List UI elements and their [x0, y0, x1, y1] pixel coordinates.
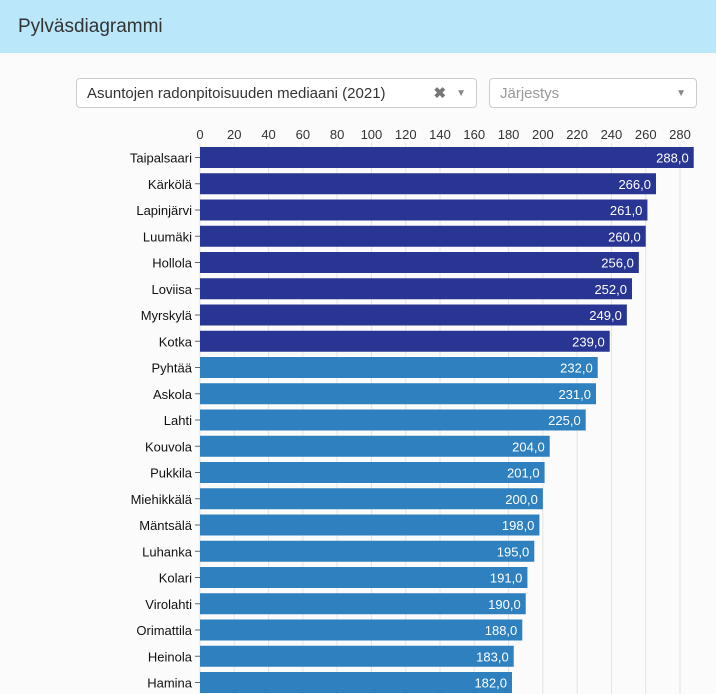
bar	[200, 645, 514, 667]
variable-select[interactable]: Asuntojen radonpitoisuuden mediaani (202…	[76, 78, 477, 108]
bar	[200, 357, 598, 378]
chevron-down-icon[interactable]: ▼	[456, 87, 466, 99]
x-tick-label: 160	[463, 127, 485, 142]
bar	[200, 278, 632, 300]
category-label: Kouvola	[145, 439, 193, 454]
page-header: Pylväsdiagrammi	[0, 0, 716, 53]
value-label: 183,0	[476, 649, 509, 664]
category-label: Pukkila	[150, 466, 193, 481]
value-label: 239,0	[572, 334, 605, 349]
bar	[200, 435, 550, 457]
value-label: 200,0	[505, 492, 538, 507]
value-label: 256,0	[601, 256, 634, 271]
bar	[200, 252, 639, 273]
category-label: Lahti	[164, 413, 192, 428]
x-tick-label: 260	[635, 127, 657, 142]
bar	[200, 567, 528, 588]
x-tick-label: 100	[361, 127, 383, 142]
x-tick-label: 280	[669, 127, 691, 142]
page-title: Pylväsdiagrammi	[18, 15, 163, 37]
x-tick-label: 20	[227, 127, 241, 142]
bar	[200, 330, 610, 352]
category-label: Virolahti	[145, 597, 192, 612]
bar	[200, 304, 627, 326]
chevron-down-icon[interactable]: ▼	[676, 87, 686, 99]
category-label: Askola	[153, 387, 193, 402]
category-label: Loviisa	[152, 282, 193, 297]
category-label: Lapinjärvi	[136, 203, 192, 218]
value-label: 266,0	[618, 177, 651, 192]
value-label: 225,0	[548, 413, 581, 428]
category-label: Hollola	[152, 256, 193, 271]
category-label: Myrskylä	[141, 308, 193, 323]
order-select[interactable]: Järjestys ▼	[489, 78, 697, 108]
value-label: 249,0	[589, 308, 622, 323]
bar	[200, 514, 540, 536]
value-label: 201,0	[507, 466, 540, 481]
category-label: Pyhtää	[152, 361, 193, 376]
x-tick-label: 0	[196, 127, 203, 142]
value-label: 232,0	[560, 361, 593, 376]
bar	[200, 462, 545, 483]
value-label: 182,0	[474, 676, 507, 691]
bar	[200, 173, 656, 195]
category-label: Kotka	[159, 334, 193, 349]
x-tick-label: 200	[532, 127, 554, 142]
bar	[200, 225, 646, 247]
bar	[200, 488, 543, 510]
bar	[200, 593, 526, 615]
category-label: Luumäki	[143, 229, 192, 244]
x-tick-label: 140	[429, 127, 451, 142]
close-icon[interactable]: ✖	[433, 85, 447, 102]
bar-chart: 0 20 40 60 80 100 120 140 160 180 200 220 240 260 280 T…	[130, 127, 694, 694]
value-label: 195,0	[497, 544, 530, 559]
x-tick-label: 80	[330, 127, 344, 142]
category-label: Luhanka	[142, 544, 193, 559]
x-tick-label: 180	[498, 127, 520, 142]
category-label: Orimattila	[136, 623, 192, 638]
bar	[200, 540, 535, 562]
variable-select-value: Asuntojen radonpitoisuuden mediaani (202…	[87, 84, 386, 102]
bar	[200, 672, 512, 693]
order-select-placeholder: Järjestys	[500, 84, 560, 102]
value-label: 288,0	[656, 151, 689, 166]
x-tick-label: 40	[261, 127, 275, 142]
value-label: 260,0	[608, 229, 641, 244]
value-label: 252,0	[594, 282, 627, 297]
category-label: Miehikkälä	[131, 492, 193, 507]
bar	[200, 199, 648, 221]
value-label: 191,0	[490, 571, 523, 586]
bar	[200, 383, 596, 405]
value-label: 188,0	[485, 623, 518, 638]
value-label: 261,0	[610, 203, 643, 218]
category-label: Hamina	[147, 676, 193, 691]
category-label: Taipalsaari	[130, 151, 192, 166]
value-label: 204,0	[512, 439, 545, 454]
category-label: Mäntsälä	[139, 518, 193, 533]
category-label: Kolari	[159, 571, 192, 586]
bar	[200, 147, 694, 168]
x-tick-label: 120	[395, 127, 417, 142]
value-label: 231,0	[558, 387, 591, 402]
x-tick-label: 240	[601, 127, 623, 142]
x-tick-label: 60	[296, 127, 310, 142]
value-label: 198,0	[502, 518, 535, 533]
bar	[200, 409, 586, 431]
bar	[200, 619, 523, 641]
category-label: Kärkölä	[148, 177, 193, 192]
category-label: Heinola	[148, 649, 193, 664]
x-tick-label: 220	[566, 127, 588, 142]
value-label: 190,0	[488, 597, 521, 612]
